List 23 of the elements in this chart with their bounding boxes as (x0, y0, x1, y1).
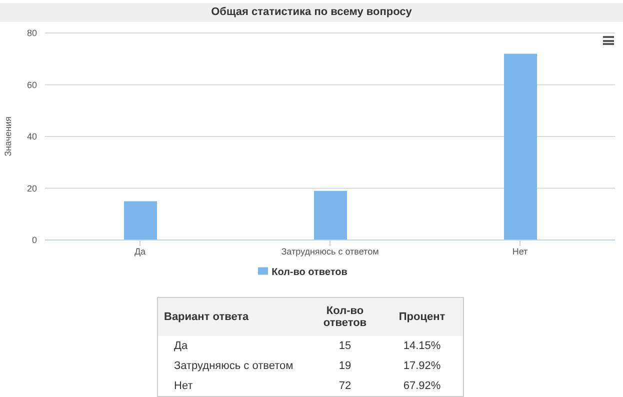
x-tick-label: Нет (512, 246, 528, 256)
legend-label: Кол-во ответов (272, 267, 348, 278)
x-tick-label: Затрудняюсь с ответом (281, 246, 379, 256)
text: 19 (338, 359, 352, 374)
text: 67.92% (402, 378, 442, 394)
text: 72 (338, 378, 352, 394)
y-tick-label: 40 (26, 132, 37, 142)
text: 14.15% (402, 339, 442, 354)
y-tick-label: 80 (26, 28, 37, 38)
x-tick-label: Да (134, 246, 146, 256)
bar (504, 54, 537, 240)
y-tick-label: 20 (26, 183, 37, 194)
text: 15 (338, 339, 352, 354)
y-tick-label: 60 (26, 80, 37, 90)
category-label: Нет (174, 380, 193, 392)
chart-title: Общая статистика по всему вопросу (0, 3, 623, 22)
bar (124, 201, 157, 240)
category-label: Затрудняюсь с ответом (174, 360, 294, 372)
bar (314, 190, 347, 240)
y-tick-label: 0 (32, 235, 37, 246)
category-label: Да (174, 340, 188, 352)
text: 17.92% (402, 359, 442, 374)
y-axis-title: Значения (3, 116, 14, 156)
